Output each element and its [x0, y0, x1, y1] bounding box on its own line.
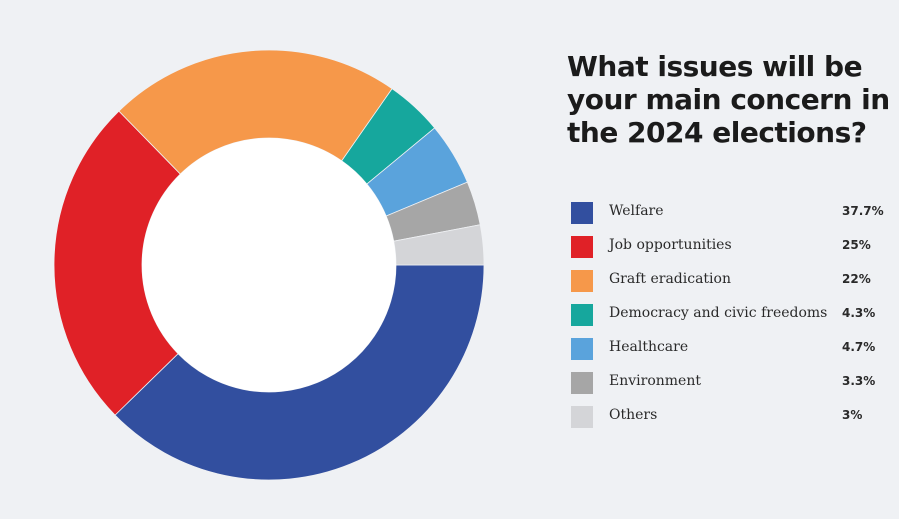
legend-label: Welfare — [609, 203, 664, 219]
legend-value: 25% — [842, 238, 871, 252]
legend-value: 37.7% — [842, 204, 884, 218]
legend: Welfare 37.7% Job opportunities 25% Graf… — [571, 200, 891, 438]
legend-item-others: Others 3% — [571, 404, 891, 438]
legend-value: 22% — [842, 272, 871, 286]
legend-item-environment: Environment 3.3% — [571, 370, 891, 404]
legend-item-welfare: Welfare 37.7% — [571, 200, 891, 234]
legend-item-democracy: Democracy and civic freedoms 4.3% — [571, 302, 891, 336]
legend-swatch — [571, 236, 593, 258]
legend-swatch — [571, 304, 593, 326]
donut-chart — [53, 49, 485, 481]
legend-item-healthcare: Healthcare 4.7% — [571, 336, 891, 370]
legend-label: Job opportunities — [609, 237, 732, 253]
legend-swatch — [571, 406, 593, 428]
legend-swatch — [571, 372, 593, 394]
legend-swatch — [571, 270, 593, 292]
legend-value: 3% — [842, 408, 863, 422]
legend-label: Others — [609, 407, 658, 423]
legend-swatch — [571, 338, 593, 360]
legend-value: 4.3% — [842, 306, 876, 320]
legend-value: 3.3% — [842, 374, 876, 388]
legend-item-job-opportunities: Job opportunities 25% — [571, 234, 891, 268]
legend-label: Graft eradication — [609, 271, 731, 287]
legend-label: Healthcare — [609, 339, 689, 355]
legend-label: Democracy and civic freedoms — [609, 305, 828, 321]
legend-swatch — [571, 202, 593, 224]
chart-title: What issues will be your main concern in… — [567, 50, 890, 149]
legend-label: Environment — [609, 373, 701, 389]
legend-item-graft-eradication: Graft eradication 22% — [571, 268, 891, 302]
legend-value: 4.7% — [842, 340, 876, 354]
donut-hole — [142, 138, 396, 392]
